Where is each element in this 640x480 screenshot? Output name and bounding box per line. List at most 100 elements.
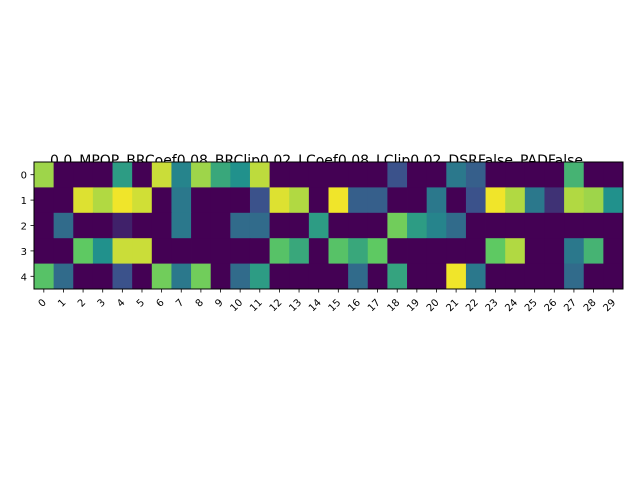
heatmap-cell [210, 238, 231, 264]
heatmap-cell [132, 187, 153, 214]
heatmap-cell [367, 238, 388, 264]
heatmap-cell [92, 187, 113, 214]
heatmap-cell [289, 263, 310, 290]
heatmap-cell [426, 212, 447, 239]
heatmap-cell [210, 187, 231, 214]
heatmap-cell [73, 162, 94, 188]
heatmap-cell [387, 263, 408, 290]
heatmap-cell [230, 212, 251, 239]
heatmap-cell [230, 263, 251, 290]
heatmap-cell [112, 212, 133, 239]
heatmap-cell [132, 212, 153, 239]
heatmap-cell [348, 263, 369, 290]
heatmap-cell [583, 263, 604, 290]
heatmap-cell [308, 162, 329, 188]
heatmap-cell [583, 212, 604, 239]
heatmap-cell [407, 263, 428, 290]
x-tick-label: 15 [327, 297, 344, 314]
heatmap-cell [544, 162, 565, 188]
x-tick-label: 27 [562, 297, 579, 314]
x-tick-label: 28 [582, 297, 599, 314]
heatmap-cell [564, 238, 585, 264]
heatmap-cell [53, 162, 74, 188]
heatmap-cell [505, 212, 526, 239]
x-tick-label: 18 [386, 297, 403, 314]
heatmap-cell [151, 263, 172, 290]
x-tick-label: 1 [56, 297, 68, 309]
heatmap-cell [564, 212, 585, 239]
heatmap-cell [465, 238, 486, 264]
heatmap-cell [73, 187, 94, 214]
heatmap-cell [387, 212, 408, 239]
heatmap-cell [446, 238, 467, 264]
heatmap-cell [564, 162, 585, 188]
heatmap-cell [112, 263, 133, 290]
heatmap-cell [289, 238, 310, 264]
heatmap-cell [132, 162, 153, 188]
x-tick-label: 26 [543, 297, 560, 314]
heatmap-cell [603, 187, 624, 214]
heatmap-cell [446, 162, 467, 188]
heatmap-cell [269, 162, 290, 188]
heatmap-cell [387, 238, 408, 264]
x-tick-label: 6 [154, 297, 166, 309]
x-tick-label: 21 [444, 297, 461, 314]
heatmap-cell [328, 263, 349, 290]
heatmap-cell [544, 187, 565, 214]
heatmap-cell [465, 162, 486, 188]
heatmap-cell [485, 162, 506, 188]
heatmap-cell [191, 263, 212, 290]
heatmap-cell [446, 187, 467, 214]
heatmap-cell [191, 187, 212, 214]
heatmap-cell [308, 187, 329, 214]
heatmap-cell [269, 212, 290, 239]
heatmap-cell [505, 187, 526, 214]
heatmap-cell [92, 263, 113, 290]
heatmap-cell [583, 238, 604, 264]
y-tick-label: 0 [21, 171, 27, 182]
heatmap-cell [544, 263, 565, 290]
heatmap-cell [53, 187, 74, 214]
y-tick-label: 2 [21, 222, 27, 233]
heatmap-cell [308, 212, 329, 239]
heatmap-cell [34, 238, 55, 264]
heatmap-cell [603, 238, 624, 264]
heatmap-cell [426, 162, 447, 188]
heatmap-cell [34, 187, 55, 214]
heatmap-cell [249, 263, 270, 290]
heatmap-cell [426, 238, 447, 264]
heatmap-cell [426, 187, 447, 214]
x-tick-label: 10 [228, 297, 245, 314]
heatmap-cell [524, 187, 545, 214]
heatmap-cell [348, 238, 369, 264]
heatmap-cell [524, 212, 545, 239]
heatmap-cell [171, 187, 192, 214]
heatmap-cell [171, 238, 192, 264]
heatmap-cell [171, 263, 192, 290]
x-tick-label: 9 [213, 297, 225, 309]
heatmap-cell [426, 263, 447, 290]
heatmap-cell [603, 162, 624, 188]
heatmap-cell [73, 212, 94, 239]
heatmap-cell [348, 187, 369, 214]
heatmap-cell [485, 187, 506, 214]
heatmap-cell [34, 162, 55, 188]
x-tick-label: 29 [602, 297, 619, 314]
y-tick-label: 4 [21, 272, 27, 283]
heatmap-cell [132, 238, 153, 264]
heatmap-cell [348, 212, 369, 239]
heatmap-cell [446, 263, 467, 290]
heatmap-cell [367, 212, 388, 239]
y-axis: 0 1 2 3 4 [21, 171, 34, 283]
heatmap-cell [151, 162, 172, 188]
y-tick-label: 1 [21, 196, 27, 207]
heatmap-cell [465, 187, 486, 214]
heatmap-cell [92, 162, 113, 188]
heatmap-cell [73, 238, 94, 264]
heatmap-cell [269, 187, 290, 214]
x-tick-label: 13 [287, 297, 304, 314]
heatmap-cell [112, 238, 133, 264]
x-tick-label: 24 [503, 297, 520, 314]
heatmap-cell [465, 263, 486, 290]
x-tick-label: 22 [464, 297, 481, 314]
